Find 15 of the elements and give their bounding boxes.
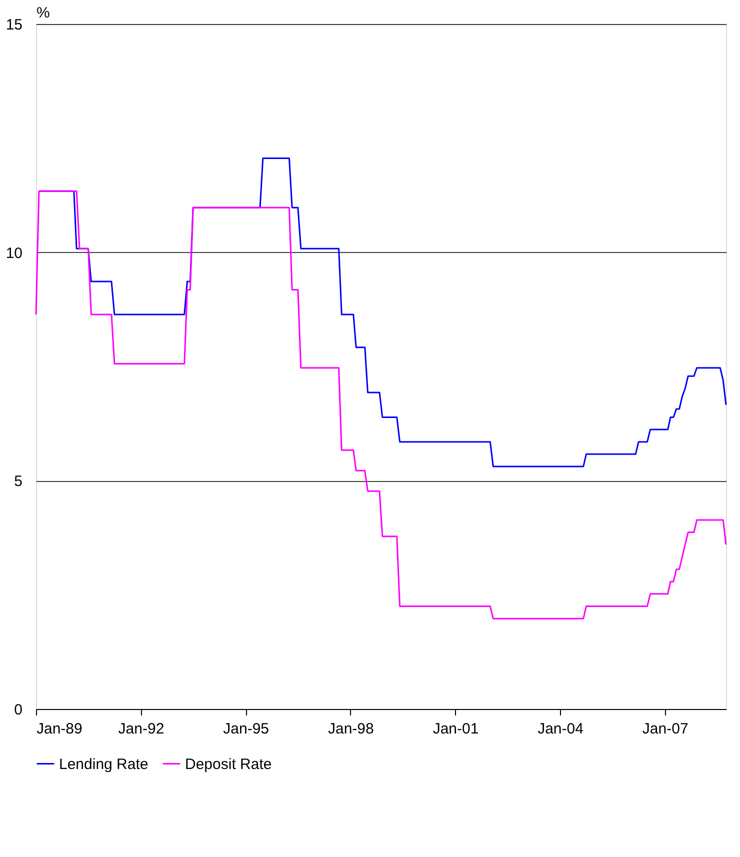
x-tick-label: Jan-95 [223,720,270,738]
x-tick-label: Jan-89 [36,720,82,738]
x-tick-label: Jan-92 [118,720,164,738]
y-tick-label: 10 [6,244,22,262]
y-axis-title: % [36,4,50,22]
x-tick-label: Jan-01 [432,720,479,738]
legend-label: Deposit Rate [185,756,272,773]
line-series [35,190,727,620]
x-tick-label: Jan-04 [538,720,584,738]
y-tick-label: 5 [14,473,22,490]
y-tick-label: 15 [6,16,22,34]
x-tick-label: Jan-98 [328,720,374,738]
y-tick-label: 0 [14,702,22,718]
x-tick-label: Jan-07 [642,720,688,738]
legend-label: Lending Rate [59,756,148,773]
